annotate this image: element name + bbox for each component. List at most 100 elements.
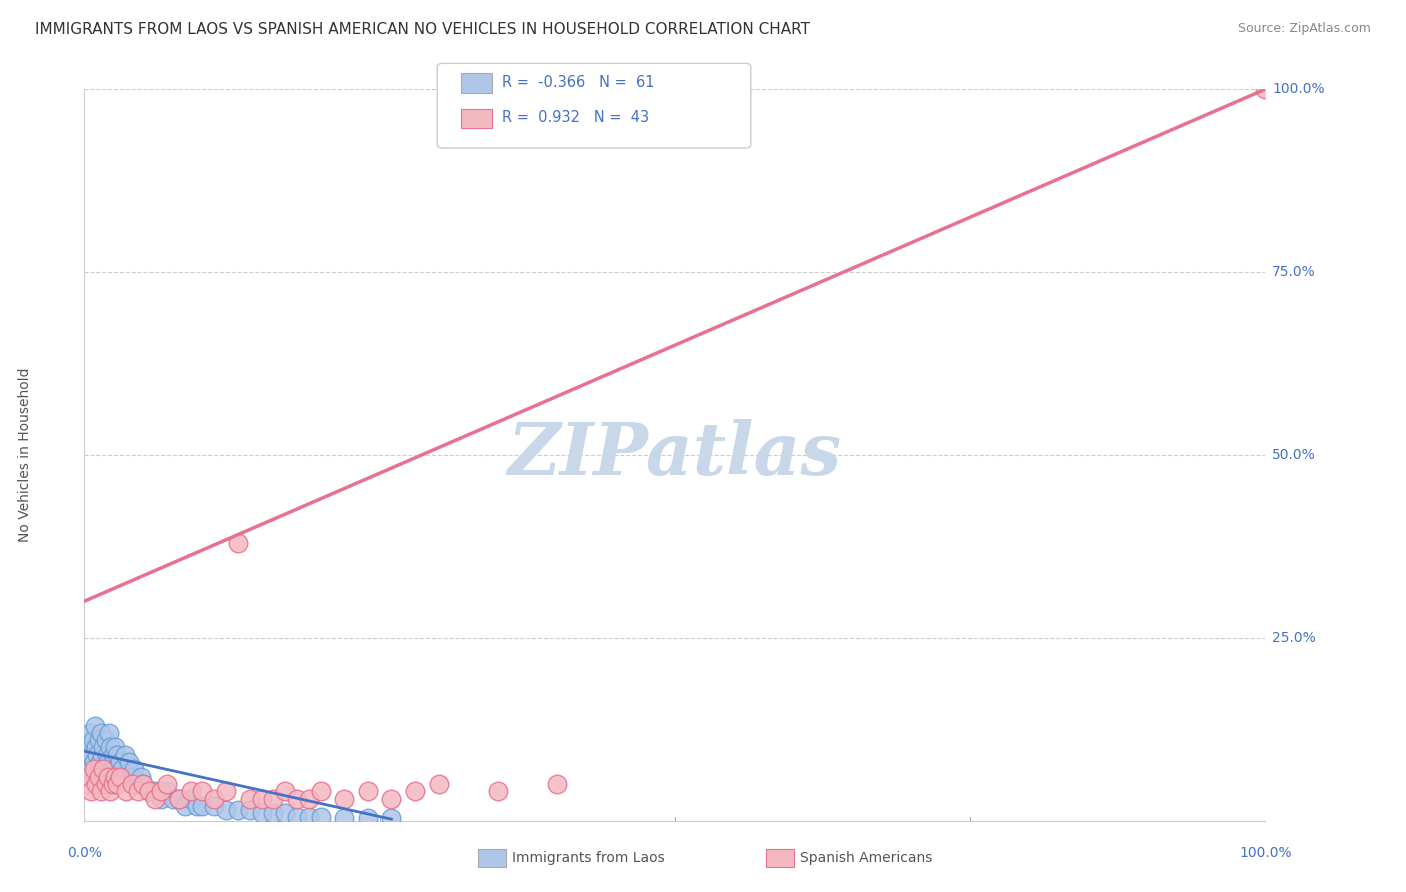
Point	[173, 799, 195, 814]
Point	[132, 777, 155, 791]
Point	[262, 806, 284, 821]
Point	[107, 770, 129, 784]
Point	[76, 777, 98, 791]
Point	[97, 770, 120, 784]
Point	[309, 810, 332, 824]
Text: 0.0%: 0.0%	[67, 847, 101, 860]
Point	[167, 791, 190, 805]
Point	[380, 812, 402, 826]
Text: Immigrants from Laos: Immigrants from Laos	[512, 851, 665, 865]
Point	[108, 755, 131, 769]
Point	[215, 784, 238, 798]
Text: ZIPatlas: ZIPatlas	[508, 419, 842, 491]
Point	[121, 777, 143, 791]
Point	[118, 755, 141, 769]
Point	[103, 755, 125, 769]
Point	[274, 806, 297, 821]
Point	[127, 777, 149, 791]
Point	[84, 740, 107, 755]
Point	[86, 747, 108, 762]
Point	[162, 791, 184, 805]
Point	[87, 770, 110, 784]
Point	[107, 747, 129, 762]
Point	[546, 777, 568, 791]
Point	[114, 747, 136, 762]
Point	[132, 777, 155, 791]
Point	[97, 755, 120, 769]
Point	[127, 784, 149, 798]
Point	[76, 755, 98, 769]
Text: IMMIGRANTS FROM LAOS VS SPANISH AMERICAN NO VEHICLES IN HOUSEHOLD CORRELATION CH: IMMIGRANTS FROM LAOS VS SPANISH AMERICAN…	[35, 22, 810, 37]
Point	[150, 784, 173, 798]
Point	[115, 770, 138, 784]
Point	[98, 784, 121, 798]
Point	[94, 733, 117, 747]
Point	[77, 770, 100, 784]
Point	[111, 763, 134, 777]
Point	[90, 726, 112, 740]
Text: 75.0%: 75.0%	[1272, 265, 1316, 279]
Point	[143, 784, 166, 798]
Point	[380, 791, 402, 805]
Point	[156, 784, 179, 798]
Point	[202, 799, 225, 814]
Text: 25.0%: 25.0%	[1272, 631, 1316, 645]
Point	[285, 810, 308, 824]
Text: Spanish Americans: Spanish Americans	[800, 851, 932, 865]
Text: 50.0%: 50.0%	[1272, 448, 1316, 462]
Text: Source: ZipAtlas.com: Source: ZipAtlas.com	[1237, 22, 1371, 36]
Point	[79, 726, 101, 740]
Point	[89, 755, 111, 769]
Point	[226, 803, 249, 817]
Point	[84, 718, 107, 732]
Point	[91, 763, 114, 777]
Point	[333, 812, 356, 826]
Point	[486, 784, 509, 798]
Point	[191, 799, 214, 814]
Point	[250, 806, 273, 821]
Point	[107, 777, 129, 791]
Point	[250, 791, 273, 805]
Point	[84, 777, 107, 791]
Point	[87, 733, 110, 747]
Point	[101, 777, 124, 791]
Point	[427, 777, 450, 791]
Point	[150, 791, 173, 805]
Text: R =  -0.366   N =  61: R = -0.366 N = 61	[502, 75, 654, 89]
Point	[309, 784, 332, 798]
Point	[156, 777, 179, 791]
Point	[274, 784, 297, 798]
Point	[82, 733, 104, 747]
Point	[114, 784, 136, 798]
Point	[357, 812, 380, 826]
Point	[91, 740, 114, 755]
Point	[180, 791, 202, 805]
Point	[215, 803, 238, 817]
Point	[333, 791, 356, 805]
Point	[93, 763, 115, 777]
Text: R =  0.932   N =  43: R = 0.932 N = 43	[502, 111, 650, 125]
Point	[91, 747, 114, 762]
Point	[298, 810, 321, 824]
Point	[262, 791, 284, 805]
Text: 100.0%: 100.0%	[1272, 82, 1324, 96]
Point	[80, 747, 103, 762]
Point	[191, 784, 214, 798]
Point	[357, 784, 380, 798]
Point	[138, 784, 160, 798]
Point	[143, 791, 166, 805]
Point	[226, 535, 249, 549]
Point	[98, 740, 121, 755]
Point	[121, 770, 143, 784]
Point	[100, 763, 122, 777]
Point	[77, 740, 100, 755]
Point	[122, 763, 145, 777]
Point	[298, 791, 321, 805]
Point	[404, 784, 426, 798]
Point	[108, 770, 131, 784]
Point	[202, 791, 225, 805]
Point	[80, 784, 103, 798]
Point	[1254, 82, 1277, 96]
Point	[239, 803, 262, 817]
Point	[83, 755, 105, 769]
